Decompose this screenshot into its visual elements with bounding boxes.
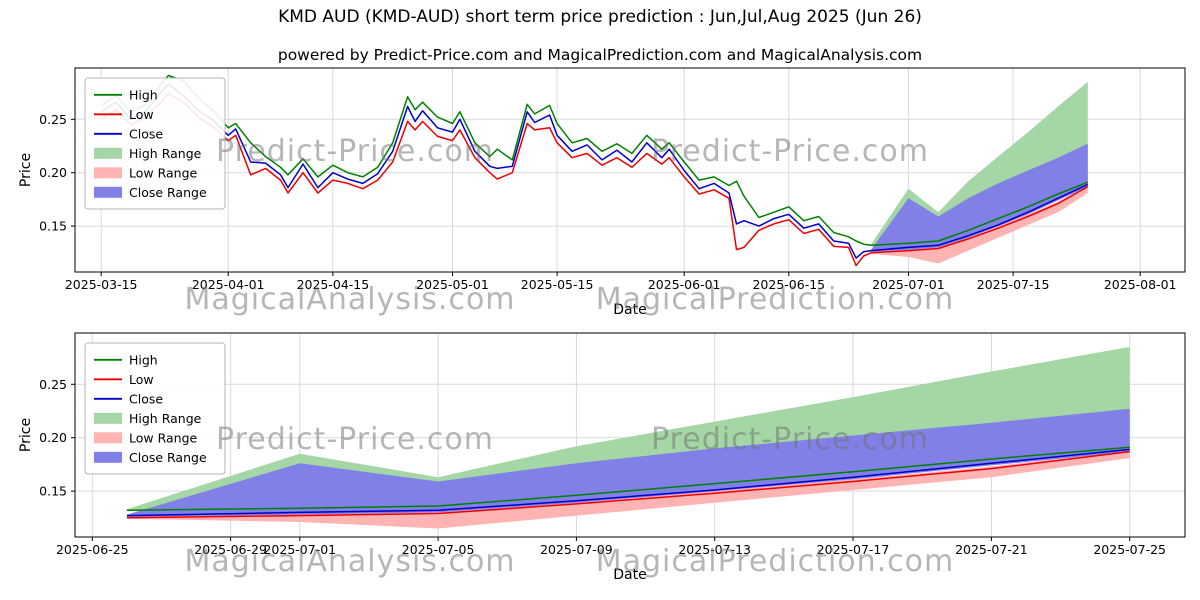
- low-line: [100, 92, 1089, 267]
- close-range-band: [871, 143, 1088, 252]
- legend: High Low Close High Range Low Range Close Ran…: [84, 342, 226, 475]
- legend-label: Low: [129, 372, 154, 387]
- x-tick-label: 2025-07-21: [955, 542, 1028, 557]
- legend-patch-sample: [94, 147, 122, 159]
- y-tick-label: 0.20: [39, 165, 67, 180]
- plot-frame: [74, 67, 1186, 273]
- page-subtitle: powered by Predict-Price.com and Magical…: [277, 46, 923, 64]
- legend-label: High Range: [129, 146, 202, 161]
- legend-label: Low Range: [129, 430, 198, 445]
- page-title: KMD AUD (KMD-AUD) short term price predi…: [278, 7, 922, 27]
- legend-label: Close Range: [129, 450, 207, 465]
- legend-label: Close: [129, 391, 163, 406]
- x-axis-label: Date: [613, 567, 646, 583]
- legend-label: Close: [129, 126, 163, 141]
- x-tick-label: 2025-04-15: [297, 277, 370, 292]
- chart-history-and-forecast: 2025-03-15 2025-04-01 2025-04-15 2025-05-01…: [18, 67, 1186, 318]
- y-tick-label: 0.20: [39, 430, 67, 445]
- x-tick-label: 2025-03-15: [65, 277, 138, 292]
- legend-label: Close Range: [129, 185, 207, 200]
- x-tick-label: 2025-06-29: [194, 542, 267, 557]
- plot-frame: [74, 332, 1186, 538]
- legend-label: High: [129, 87, 158, 102]
- close-line: [126, 448, 1130, 517]
- x-tick-label: 2025-05-01: [416, 277, 489, 292]
- legend-patch-sample: [94, 412, 122, 424]
- high-line: [100, 74, 1089, 247]
- y-tick-label: 0.15: [39, 484, 67, 499]
- x-tick-label: 2025-07-15: [977, 277, 1050, 292]
- x-tick-label: 2025-06-01: [648, 277, 721, 292]
- legend-patch-sample: [94, 167, 122, 179]
- x-tick-label: 2025-07-17: [817, 542, 890, 557]
- legend-label: High Range: [129, 411, 202, 426]
- x-tick-label: 2025-07-09: [540, 542, 613, 557]
- y-tick-label: 0.25: [39, 377, 67, 392]
- legend-patch-sample: [94, 186, 122, 198]
- legend-patch-sample: [94, 432, 122, 444]
- y-axis-label: Price: [18, 418, 34, 452]
- x-tick-label: 2025-07-13: [678, 542, 751, 557]
- close-range-band: [126, 408, 1130, 517]
- legend: High Low Close High Range Low Range Close Ran…: [84, 77, 226, 210]
- high-line: [126, 446, 1130, 512]
- low-line: [126, 450, 1130, 519]
- close-line: [100, 83, 1089, 259]
- y-tick-label: 0.25: [39, 112, 67, 127]
- legend-label: Low Range: [129, 165, 198, 180]
- x-tick-label: 2025-07-05: [402, 542, 475, 557]
- y-tick-label: 0.15: [39, 219, 67, 234]
- x-tick-label: 2025-07-01: [263, 542, 336, 557]
- x-axis-label: Date: [613, 302, 646, 318]
- tick-labels: 2025-03-15 2025-04-01 2025-04-15 2025-05-01…: [39, 112, 1176, 292]
- x-tick-label: 2025-05-15: [521, 277, 594, 292]
- x-tick-label: 2025-06-25: [56, 542, 129, 557]
- x-tick-label: 2025-07-01: [872, 277, 945, 292]
- x-tick-label: 2025-04-01: [192, 277, 265, 292]
- legend-patch-sample: [94, 451, 122, 463]
- x-tick-label: 2025-07-25: [1093, 542, 1166, 557]
- x-tick-label: 2025-06-15: [752, 277, 825, 292]
- legend-label: Low: [129, 107, 154, 122]
- x-tick-label: 2025-08-01: [1104, 277, 1177, 292]
- y-axis-label: Price: [18, 153, 34, 187]
- legend-label: High: [129, 352, 158, 367]
